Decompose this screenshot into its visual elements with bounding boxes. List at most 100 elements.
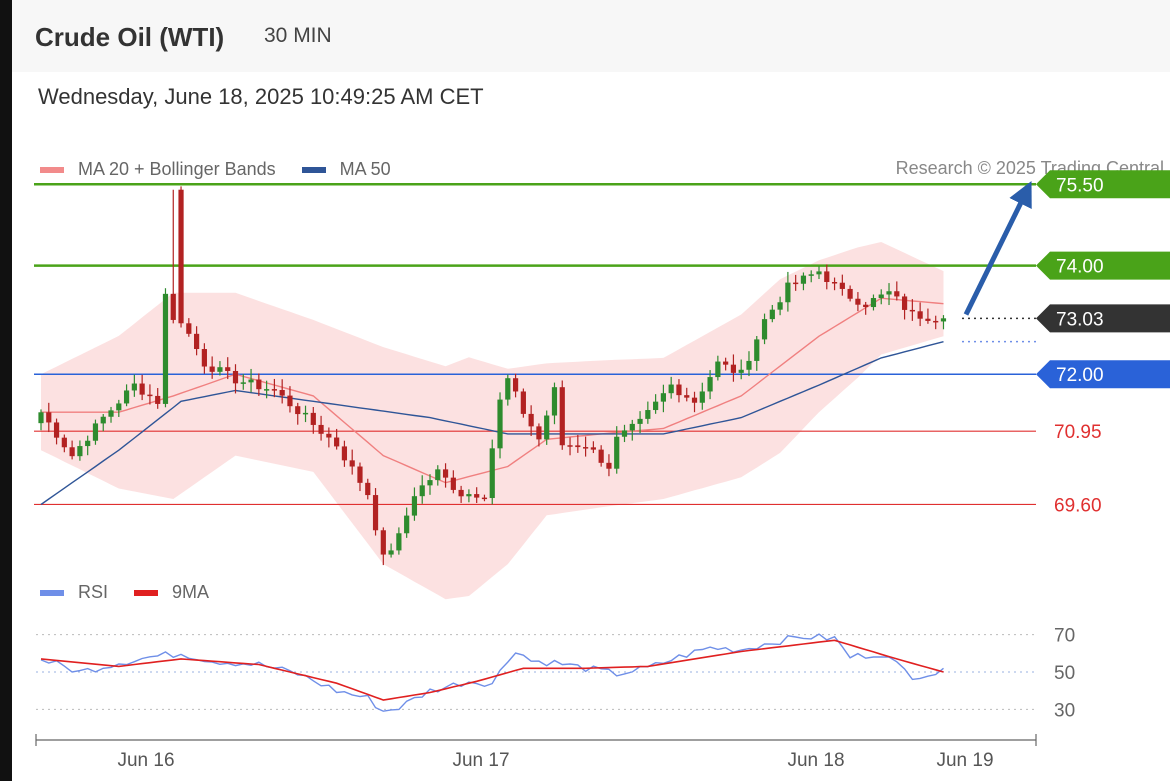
candle-body: [380, 530, 386, 555]
candle: [170, 189, 176, 324]
candle-body: [816, 271, 822, 275]
candle-body: [536, 426, 542, 440]
candle-body: [396, 533, 402, 551]
candle-body: [404, 515, 410, 534]
candle: [427, 474, 433, 495]
candle-body: [901, 296, 908, 310]
candle: [536, 423, 542, 447]
candle-body: [684, 395, 690, 398]
ma50-line: [40, 341, 944, 506]
candle: [279, 379, 285, 404]
candle: [108, 406, 114, 423]
interval-label: 30 MIN: [264, 24, 332, 47]
candle: [660, 384, 666, 413]
candle: [629, 419, 635, 441]
candle: [287, 386, 293, 413]
candle: [92, 419, 99, 445]
candle-body: [621, 430, 628, 437]
candle-body: [256, 379, 262, 390]
candle: [870, 294, 877, 311]
candle: [396, 527, 402, 555]
candle: [186, 318, 192, 337]
candle: [933, 315, 939, 330]
candle: [878, 289, 884, 305]
candle: [357, 462, 363, 492]
candle-body: [225, 367, 231, 371]
candle: [225, 357, 231, 380]
level-tag-73.03: [1036, 304, 1170, 333]
candle-body: [92, 423, 99, 441]
candle-body: [458, 489, 464, 497]
candle: [544, 410, 550, 445]
candle-body: [186, 323, 192, 334]
candle-body: [131, 383, 137, 391]
candle: [450, 470, 456, 494]
candle-body: [155, 395, 161, 404]
candle-body: [194, 333, 200, 350]
candle-body: [839, 282, 845, 289]
candle-body: [933, 320, 939, 323]
candle-body: [240, 382, 246, 384]
candle: [380, 527, 386, 566]
rsi-tick-70: 70: [1054, 626, 1075, 647]
candle-body: [824, 271, 830, 283]
candle: [901, 293, 908, 320]
rsi-legend-label: RSI: [78, 582, 109, 602]
candle: [512, 373, 519, 398]
candle-body: [108, 410, 114, 417]
candle: [46, 402, 52, 433]
candle-body: [800, 275, 807, 284]
candle: [551, 382, 558, 425]
candle-body: [302, 412, 309, 415]
candle-body: [53, 422, 60, 438]
candle-body: [77, 446, 83, 457]
candle: [77, 440, 83, 461]
candle: [808, 270, 814, 283]
candle: [264, 380, 270, 399]
rsi-ma-line: [40, 639, 944, 701]
candle-body: [746, 360, 752, 370]
candle: [310, 406, 316, 434]
candle: [302, 405, 309, 423]
candle-body: [46, 412, 52, 423]
candle-body: [894, 291, 900, 297]
bollinger-band-area: [41, 242, 944, 600]
candle-body: [575, 445, 581, 448]
candle-body: [341, 446, 348, 461]
candle: [155, 388, 161, 409]
candle: [147, 384, 153, 405]
candle-body: [715, 361, 721, 378]
candle-body: [334, 437, 340, 447]
candle-body: [723, 361, 729, 365]
candle-body: [925, 318, 931, 321]
candle: [645, 401, 651, 424]
candle: [404, 507, 410, 538]
candle: [442, 463, 449, 488]
candle-body: [590, 447, 596, 450]
candle-body: [287, 395, 293, 407]
candle: [458, 485, 464, 503]
level-label-72.00: 72.00: [1056, 365, 1104, 386]
candle: [372, 488, 379, 536]
candle-body: [870, 298, 877, 308]
candle-body: [100, 416, 106, 424]
candle-body: [738, 369, 744, 373]
candle-body: [442, 469, 449, 478]
candle: [793, 274, 799, 291]
candle: [178, 186, 184, 328]
candle-body: [365, 482, 371, 496]
ma50-legend-label: MA 50: [339, 159, 391, 179]
candle: [567, 437, 573, 456]
candle: [271, 378, 277, 398]
candle-body: [808, 274, 814, 276]
candle-body: [419, 485, 425, 497]
candle: [894, 281, 900, 301]
candle: [746, 351, 752, 377]
candle: [723, 357, 729, 371]
candle-body: [481, 497, 488, 500]
candle-body: [785, 282, 791, 303]
candle-body: [38, 412, 44, 424]
candle: [100, 414, 106, 432]
candle: [863, 301, 869, 315]
